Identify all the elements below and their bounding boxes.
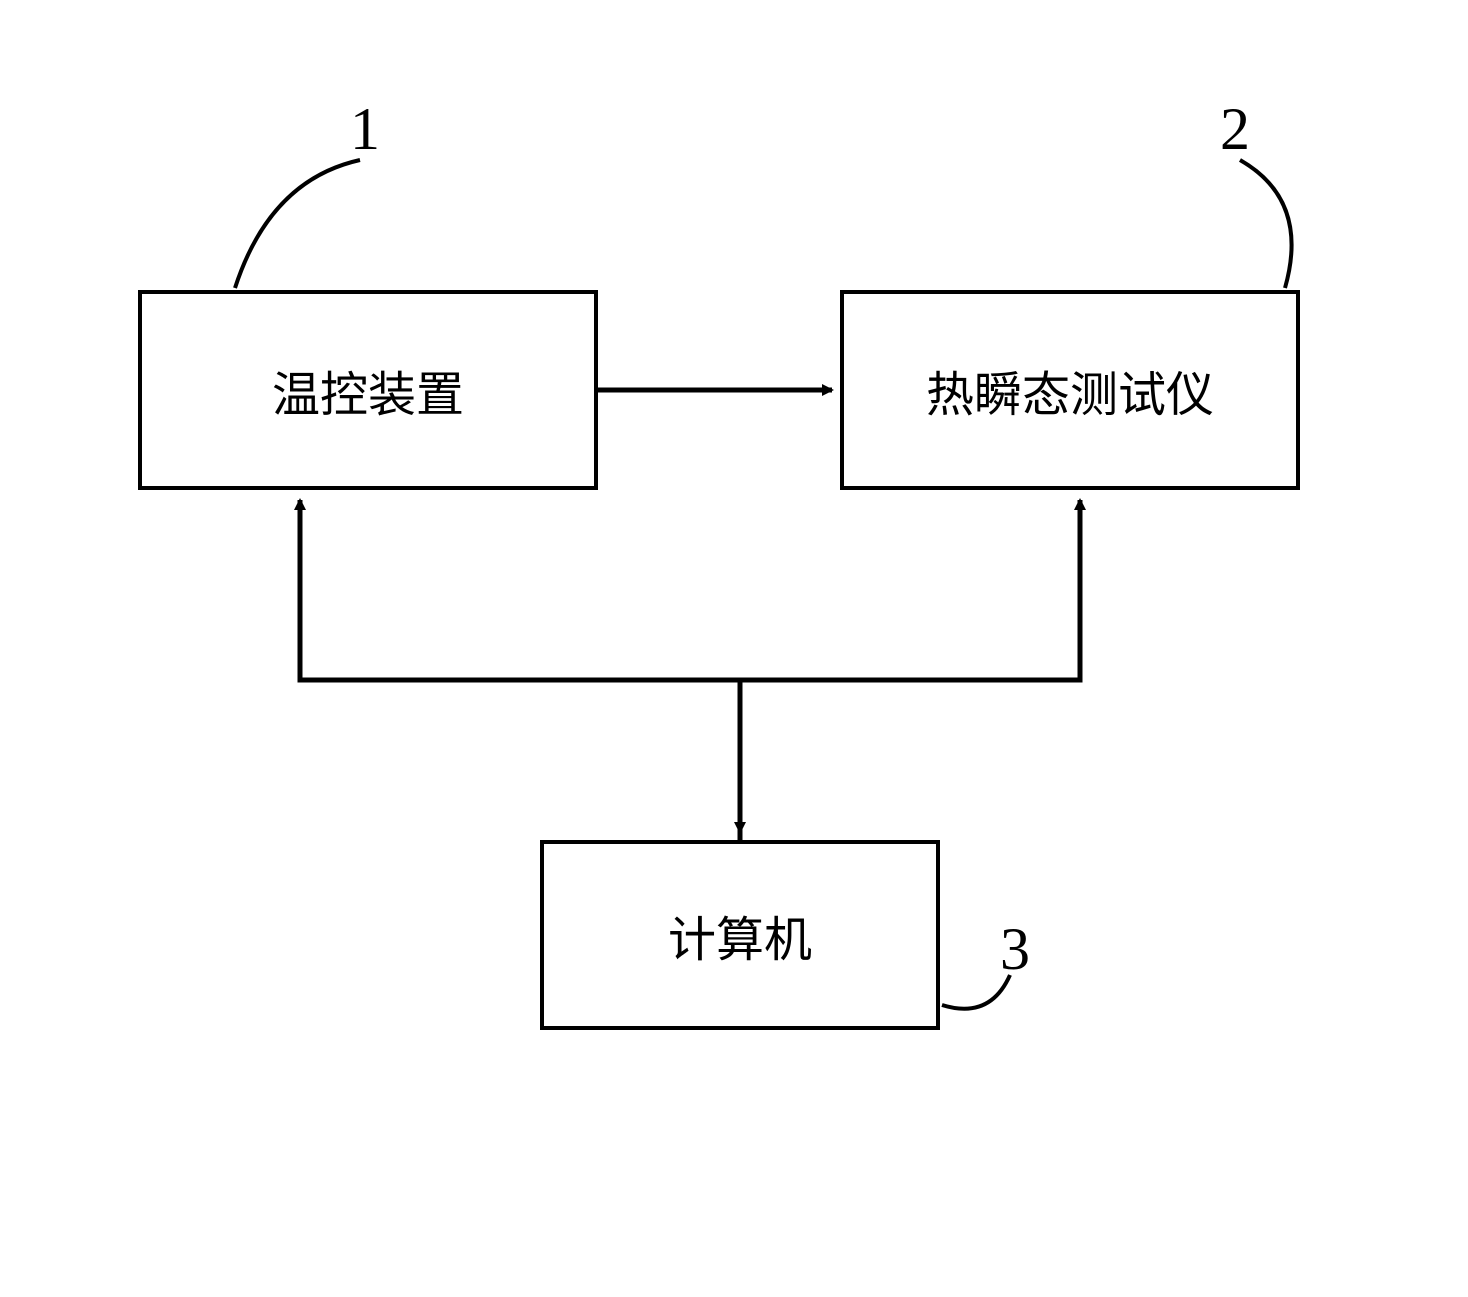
label1-text: 1 [350, 96, 380, 162]
connectors-svg [0, 0, 1468, 1297]
label2-text: 2 [1220, 96, 1250, 162]
label-3: 3 [1000, 915, 1030, 984]
label3-text: 3 [1000, 916, 1030, 982]
box-thermal-tester: 热瞬态测试仪 [840, 290, 1300, 490]
box-computer: 计算机 [540, 840, 940, 1030]
box1-text: 温控装置 [272, 355, 464, 425]
leader-1 [235, 160, 360, 288]
box2-text: 热瞬态测试仪 [926, 355, 1214, 425]
box-temp-control: 温控装置 [138, 290, 598, 490]
box3-text: 计算机 [668, 900, 812, 970]
edge-box3-box2 [740, 500, 1080, 680]
leader-2 [1240, 160, 1292, 288]
diagram-container: 温控装置 1 热瞬态测试仪 2 计算机 3 [0, 0, 1468, 1297]
edge-box3-box1 [300, 500, 740, 680]
label-2: 2 [1220, 95, 1250, 164]
label-1: 1 [350, 95, 380, 164]
